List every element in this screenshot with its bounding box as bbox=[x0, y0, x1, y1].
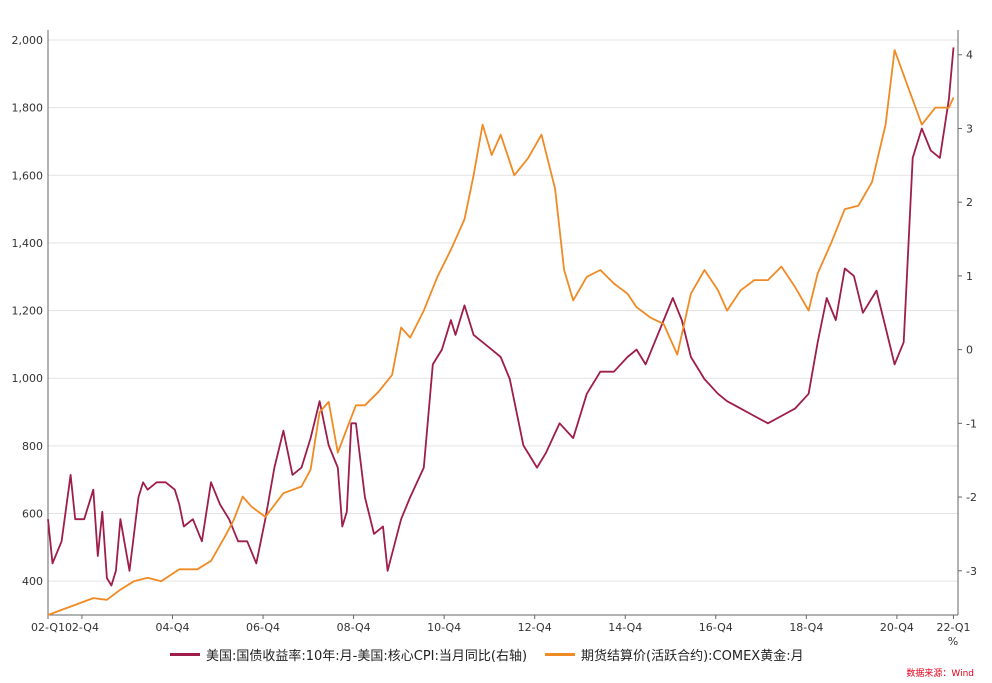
legend: 美国:国债收益率:10年:月-美国:核心CPI:当月同比(右轴) 期货结算价(活… bbox=[170, 645, 822, 664]
left-tick-label: 2,000 bbox=[12, 34, 44, 47]
x-tick-label: 04-Q4 bbox=[155, 621, 189, 634]
left-tick-label: 1,600 bbox=[12, 169, 44, 182]
x-tick-label: 20-Q4 bbox=[880, 621, 914, 634]
right-axis-unit: % bbox=[948, 635, 958, 648]
right-tick-label: 1 bbox=[966, 270, 973, 283]
right-tick-label: -3 bbox=[966, 565, 977, 578]
left-tick-label: 1,200 bbox=[12, 305, 44, 318]
left-tick-label: 1,400 bbox=[12, 237, 44, 250]
legend-item-gold: 期货结算价(活跃合约):COMEX黄金:月 bbox=[545, 645, 804, 664]
left-tick-label: 1,800 bbox=[12, 102, 44, 115]
gridlines bbox=[48, 39, 958, 582]
right-tick-label: 0 bbox=[966, 344, 973, 357]
x-tick-label: 14-Q4 bbox=[608, 621, 642, 634]
left-tick-label: 600 bbox=[22, 508, 43, 521]
right-tick-label: -1 bbox=[966, 417, 977, 430]
x-tick-label: 06-Q4 bbox=[246, 621, 280, 634]
x-tick-label: 08-Q4 bbox=[337, 621, 371, 634]
right-axis-ticks: -3 -2 -1 0 1 2 3 4 bbox=[958, 49, 977, 578]
left-tick-label: 1,000 bbox=[12, 372, 44, 385]
series-lines bbox=[47, 47, 955, 616]
left-axis-ticks: 400 600 800 1,000 1,200 1,400 1,600 1,800 2,000 bbox=[12, 34, 44, 588]
x-tick-label: 02-Q4 bbox=[65, 621, 99, 634]
legend-swatch-real-yield bbox=[170, 653, 200, 656]
series-line-real-yield bbox=[47, 47, 955, 587]
x-tick-label: 16-Q4 bbox=[699, 621, 733, 634]
x-axis-ticks: 02-Q1 02-Q4 04-Q4 06-Q4 08-Q4 10-Q4 12-Q4 14-Q4… bbox=[31, 615, 970, 634]
series-line-gold bbox=[47, 49, 955, 616]
data-source-note: 数据来源：Wind bbox=[906, 669, 974, 679]
x-tick-label: 02-Q1 bbox=[31, 621, 65, 634]
right-tick-label: -2 bbox=[966, 491, 977, 504]
legend-item-real-yield: 美国:国债收益率:10年:月-美国:核心CPI:当月同比(右轴) bbox=[170, 645, 527, 664]
right-tick-label: 4 bbox=[966, 49, 973, 62]
right-tick-label: 3 bbox=[966, 122, 973, 135]
left-tick-label: 400 bbox=[22, 575, 43, 588]
x-tick-label: 18-Q4 bbox=[789, 621, 823, 634]
left-tick-label: 800 bbox=[22, 440, 43, 453]
legend-label-real-yield: 美国:国债收益率:10年:月-美国:核心CPI:当月同比(右轴) bbox=[206, 649, 528, 664]
right-tick-label: 2 bbox=[966, 196, 973, 209]
x-tick-label: 10-Q4 bbox=[427, 621, 461, 634]
legend-swatch-gold bbox=[545, 653, 576, 656]
x-tick-label: 12-Q4 bbox=[518, 621, 552, 634]
x-tick-label: 22-Q1 bbox=[936, 621, 970, 634]
legend-label-gold: 期货结算价(活跃合约):COMEX黄金:月 bbox=[581, 649, 804, 664]
